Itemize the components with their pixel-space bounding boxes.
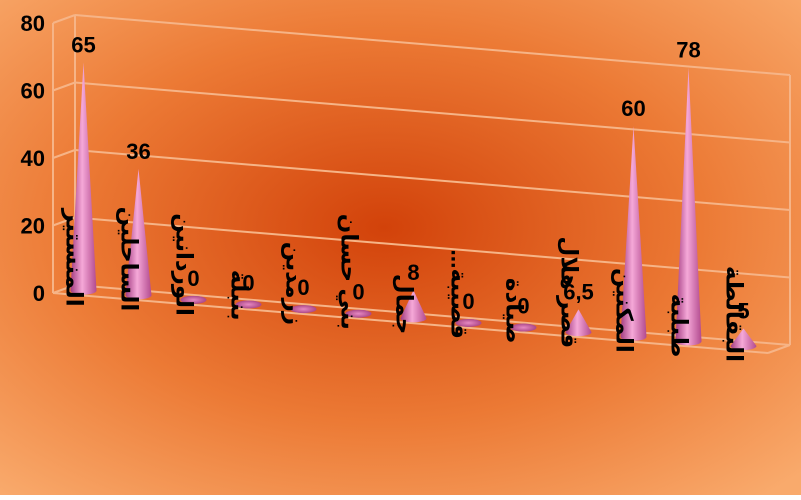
data-label: 36	[126, 139, 150, 164]
gridline-depth	[52, 149, 76, 159]
gridline-depth	[52, 216, 76, 227]
cone-body	[400, 290, 427, 323]
category-label: المكنين	[610, 268, 637, 353]
gridline	[74, 14, 791, 76]
cone-bar	[455, 318, 482, 327]
cone-bar	[510, 323, 537, 332]
data-label: 6,5	[563, 279, 594, 304]
category-label: زرمدين	[280, 242, 307, 325]
data-label: 8	[407, 260, 419, 285]
cone-bar	[565, 309, 592, 337]
gridline	[74, 149, 791, 211]
cone-base-flat	[455, 318, 482, 327]
cone-base-flat	[345, 309, 372, 318]
cone-base-flat	[510, 323, 537, 332]
cone-body	[70, 62, 97, 295]
cone-body	[565, 309, 592, 337]
cone-bar	[675, 67, 702, 346]
data-label: 0	[462, 289, 474, 314]
cone-base-flat	[235, 300, 262, 309]
floor-right-edge	[767, 344, 791, 354]
y-tick-label: 80	[21, 11, 45, 36]
category-label: جمال	[391, 274, 417, 335]
cone-body	[620, 126, 647, 341]
cone-body	[125, 168, 152, 300]
cone-bar	[620, 126, 647, 341]
data-label: 65	[71, 32, 95, 57]
category-label: الوردانين	[170, 213, 197, 316]
data-label: 60	[621, 96, 645, 121]
data-label: 78	[676, 38, 700, 63]
category-labels: المنستير الساحلين الوردانين بنبلة زرمدين بني …	[60, 207, 747, 362]
cone-base-flat	[180, 295, 207, 304]
category-label: صيادة	[501, 278, 527, 344]
category-label: الساحلين	[115, 207, 142, 312]
floor-front-edge	[52, 292, 769, 354]
gridline-depth	[52, 14, 76, 24]
cones	[70, 62, 757, 351]
cone-body	[675, 67, 702, 346]
cone-body	[730, 328, 757, 351]
y-tick-label: 20	[21, 214, 45, 239]
category-label: طبلبة	[666, 294, 692, 358]
category-label: البقالطة	[721, 266, 747, 362]
y-axis: 0 20 40 60 80	[21, 11, 45, 306]
cone-bar	[345, 309, 372, 318]
cone-base-flat	[290, 305, 317, 314]
y-tick-label: 60	[21, 79, 45, 104]
data-label: 0	[297, 275, 309, 300]
data-label: 0	[352, 280, 364, 305]
y-tick-label: 0	[33, 281, 45, 306]
cone-bar	[730, 328, 757, 351]
category-label: المنستير	[60, 208, 87, 307]
y-tick-label: 40	[21, 146, 45, 171]
data-label: 5	[737, 298, 749, 323]
gridline-depth	[52, 81, 76, 92]
data-label: 0	[242, 270, 254, 295]
category-label: قصيبة...	[446, 249, 472, 339]
cone-bar	[125, 168, 152, 300]
data-label: 0	[517, 294, 529, 319]
cone-bar	[70, 62, 97, 295]
category-label: بني حسان	[335, 214, 362, 330]
category-label: بنبلة	[226, 270, 252, 321]
gridline	[74, 284, 791, 346]
cone-bar	[400, 290, 427, 323]
data-label: 0	[187, 266, 199, 291]
cone-bar	[180, 295, 207, 304]
data-labels: 65 36 0 0 0 0 8 0 0 6,5 60 78 5	[71, 32, 749, 323]
gridline	[74, 81, 791, 144]
category-label: قصر هلال	[555, 236, 582, 348]
gridline	[74, 216, 791, 279]
cone-bar	[235, 300, 262, 309]
cone-bar	[290, 305, 317, 314]
